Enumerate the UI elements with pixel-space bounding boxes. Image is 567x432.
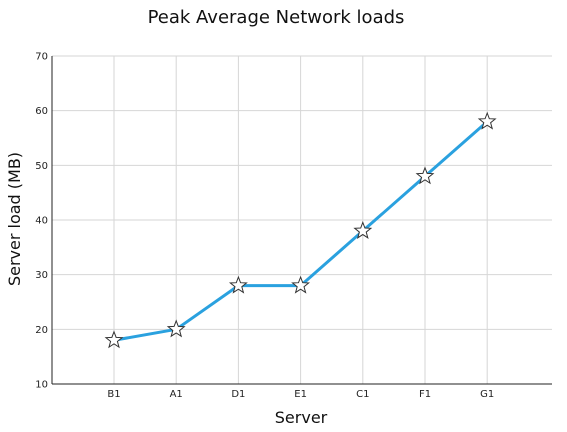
y-tick-label: 10 (35, 380, 48, 391)
y-tick-label: 60 (35, 106, 48, 117)
y-tick-label: 20 (35, 325, 48, 336)
series-layer (104, 111, 497, 349)
ticks-layer: 10 20 30 40 50 60 70 B1 A1 D1 E1 C1 F1 G1 (35, 52, 494, 401)
grid-layer (52, 55, 552, 384)
x-tick-label: G1 (480, 389, 494, 400)
x-tick-label: B1 (107, 389, 120, 400)
data-point-marker[interactable] (477, 111, 497, 130)
x-axis-label: Server (275, 408, 328, 427)
x-tick-label: E1 (294, 389, 307, 400)
y-tick-label: 40 (35, 216, 48, 227)
axes-layer (51, 56, 552, 385)
x-tick-label: A1 (170, 389, 183, 400)
y-tick-label: 50 (35, 161, 48, 172)
data-point-marker[interactable] (415, 166, 435, 185)
data-point-marker[interactable] (291, 275, 311, 294)
y-tick-label: 30 (35, 270, 48, 281)
data-point-marker[interactable] (104, 330, 124, 349)
x-tick-label: D1 (231, 389, 245, 400)
y-axis-label: Server load (MB) (5, 152, 24, 286)
y-tick-label: 70 (35, 52, 48, 63)
x-tick-label: F1 (419, 389, 431, 400)
data-point-marker[interactable] (228, 275, 248, 294)
data-point-marker[interactable] (166, 319, 186, 338)
data-point-marker[interactable] (353, 221, 373, 239)
chart-title: Peak Average Network loads (148, 7, 405, 28)
x-tick-label: C1 (356, 389, 369, 400)
